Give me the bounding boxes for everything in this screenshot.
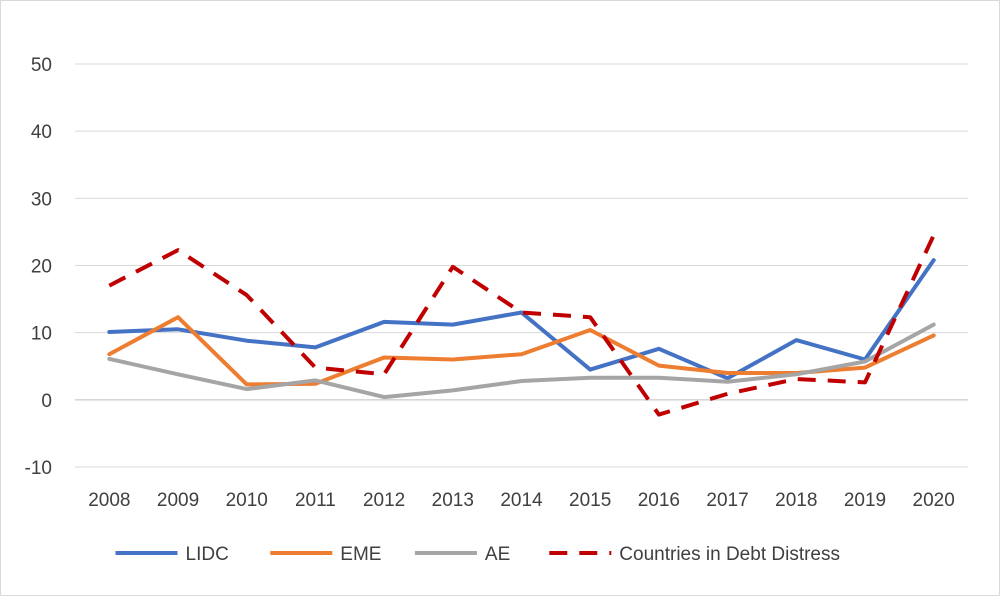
x-tick-label: 2017	[706, 490, 748, 511]
series-line-countries-in-debt-distress	[108, 234, 936, 417]
x-tick-label: 2019	[844, 490, 886, 511]
x-tick-label: 2020	[913, 490, 955, 511]
series-line-ae	[107, 322, 936, 400]
y-tick-label: 10	[31, 324, 52, 345]
series-line-lidc	[107, 258, 936, 381]
legend-label-ae: AE	[485, 544, 510, 565]
x-tick-label: 2009	[157, 490, 199, 511]
legend: LIDC EME AE Countries in Debt Distress	[115, 544, 840, 565]
y-tick-label: -10	[25, 458, 52, 479]
x-tick-label: 2011	[295, 490, 336, 511]
x-tick-label: 2014	[500, 490, 543, 511]
x-tick-label: 2015	[569, 490, 611, 511]
y-tick-label: 20	[31, 257, 52, 278]
x-tick-label: 2010	[226, 490, 268, 511]
series-lines	[107, 234, 936, 417]
x-tick-label: 2016	[638, 490, 680, 511]
x-tick-label: 2012	[363, 490, 405, 511]
axes: -10 0 10 20 30 40 50 2008 2009 2010 2011 2012 2013 20…	[25, 55, 968, 511]
x-tick-label: 2018	[775, 490, 817, 511]
legend-label-eme: EME	[340, 544, 381, 565]
y-tick-label: 40	[31, 122, 52, 143]
legend-label-countries-in-debt-distress: Countries in Debt Distress	[619, 544, 840, 565]
y-tick-label: 0	[41, 391, 52, 412]
series-line-eme	[107, 315, 936, 387]
x-tick-label: 2013	[432, 490, 474, 511]
x-tick-label: 2008	[88, 490, 130, 511]
y-tick-label: 50	[31, 55, 52, 76]
legend-label-lidc: LIDC	[186, 544, 229, 565]
gridlines	[75, 63, 968, 468]
y-tick-label: 30	[31, 189, 52, 210]
